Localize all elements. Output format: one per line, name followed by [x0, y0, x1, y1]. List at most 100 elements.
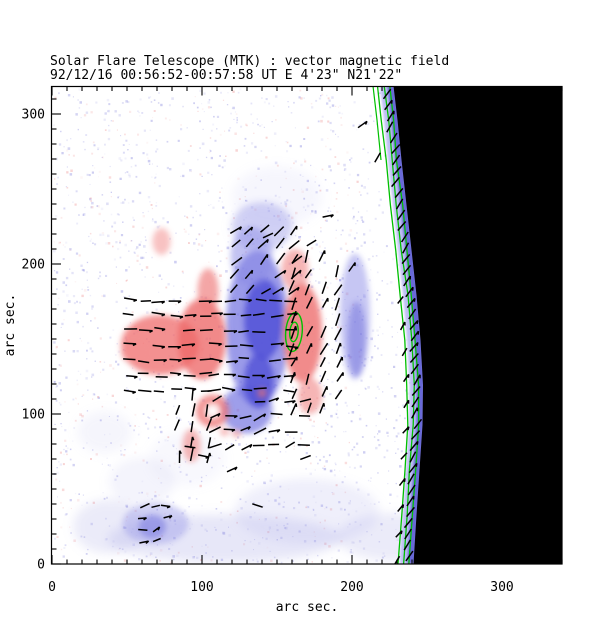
field-vector	[407, 484, 416, 496]
field-vector-barb	[231, 429, 236, 432]
field-vector	[403, 539, 412, 551]
field-vector-barb	[218, 343, 222, 347]
polarity-blob	[244, 354, 274, 408]
field-vector	[397, 221, 407, 231]
field-vector	[289, 225, 298, 236]
y-tick-label: 100	[22, 408, 45, 423]
field-vector	[335, 342, 342, 354]
field-vector	[319, 342, 329, 356]
field-vector	[208, 426, 221, 434]
field-vector-barb	[249, 444, 253, 449]
field-vector-barb	[177, 346, 182, 350]
field-vector	[122, 312, 134, 316]
field-vector	[151, 300, 165, 304]
field-vector-barb	[281, 287, 285, 291]
polarity-blob	[232, 429, 241, 438]
field-vector	[306, 402, 312, 414]
field-vector-barb	[157, 526, 161, 531]
field-vector	[253, 427, 267, 435]
field-vector	[169, 358, 182, 361]
field-vector-barb	[247, 426, 251, 430]
field-vector	[304, 269, 313, 279]
field-vector	[335, 265, 340, 278]
field-vector	[137, 360, 150, 364]
field-vector-barb	[233, 330, 238, 334]
field-vector	[318, 250, 326, 262]
field-vector	[266, 374, 281, 379]
field-vector	[321, 297, 329, 308]
field-vector	[290, 310, 297, 324]
field-vector	[123, 342, 137, 345]
field-vector	[181, 343, 195, 347]
field-vector	[261, 287, 272, 295]
field-vector	[140, 299, 152, 303]
field-vector-barb	[239, 226, 243, 231]
field-vector	[304, 249, 309, 263]
field-vector	[224, 444, 235, 451]
field-vector-barb	[179, 316, 184, 319]
field-vector	[305, 296, 313, 309]
field-vector	[151, 504, 161, 509]
field-vector	[152, 537, 161, 543]
field-vector	[386, 110, 395, 122]
field-vector	[403, 517, 413, 529]
field-vector	[348, 262, 356, 272]
field-vector	[394, 187, 404, 199]
field-vector	[306, 325, 314, 337]
field-vector-barb	[400, 530, 403, 535]
field-vector	[291, 267, 297, 280]
field-vector	[395, 530, 403, 538]
field-vector	[334, 389, 343, 400]
y-axis-label: arc sec.	[3, 294, 18, 357]
field-vector	[245, 284, 255, 295]
polarity-blob	[152, 228, 171, 255]
field-vector	[237, 375, 250, 379]
field-vector	[268, 397, 279, 403]
field-vector	[205, 404, 209, 417]
polarity-blob	[178, 298, 226, 380]
field-vector	[395, 198, 404, 210]
field-vector	[408, 308, 417, 320]
field-vector	[191, 388, 194, 401]
field-vector	[243, 226, 253, 235]
field-vector	[123, 297, 137, 301]
field-vector	[139, 502, 150, 509]
field-vector	[407, 473, 415, 485]
field-vector	[413, 418, 423, 430]
field-vector	[189, 447, 194, 462]
field-vector	[189, 436, 194, 449]
field-vector-barb	[177, 300, 182, 304]
field-vector	[255, 298, 267, 302]
field-vector	[170, 372, 181, 375]
field-vector-barb	[263, 413, 267, 418]
field-vector-barb	[177, 359, 182, 363]
field-vector	[411, 386, 421, 396]
field-vector	[138, 329, 153, 332]
field-vector	[334, 327, 342, 341]
field-vector	[199, 328, 213, 332]
figure-title: Solar Flare Telescope (MTK) : vector mag…	[50, 54, 449, 69]
field-vector	[408, 462, 418, 474]
field-vector	[160, 504, 171, 508]
field-vector	[199, 358, 214, 361]
off-limb-black-sky	[393, 86, 562, 564]
field-vector	[274, 269, 287, 279]
polarity-blob	[139, 514, 166, 539]
y-tick-label: 300	[22, 108, 45, 123]
field-vector	[413, 374, 421, 386]
field-vector	[409, 440, 419, 452]
field-vector	[138, 528, 148, 531]
field-vector	[409, 320, 419, 330]
field-vector	[320, 325, 327, 338]
field-vector	[238, 330, 249, 334]
field-vector	[405, 550, 414, 562]
field-vector	[229, 268, 240, 279]
field-vector	[270, 314, 284, 318]
field-vector-barb	[208, 300, 213, 304]
field-vector	[290, 325, 297, 339]
field-vector-barb	[266, 239, 269, 243]
field-vector-barb	[293, 372, 296, 376]
field-vector-barb	[191, 436, 195, 441]
field-vector	[304, 283, 311, 296]
field-vector-barb	[133, 299, 138, 303]
